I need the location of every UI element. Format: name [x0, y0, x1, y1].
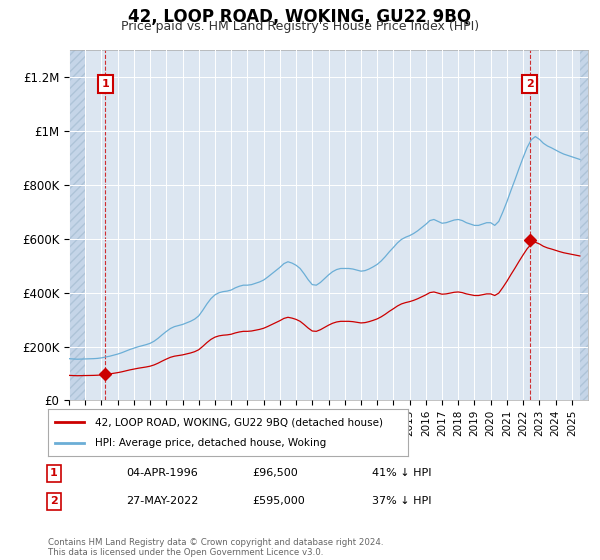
Text: 2: 2	[526, 79, 533, 89]
Text: 42, LOOP ROAD, WOKING, GU22 9BQ: 42, LOOP ROAD, WOKING, GU22 9BQ	[128, 8, 472, 26]
Text: 04-APR-1996: 04-APR-1996	[126, 468, 198, 478]
Text: 42, LOOP ROAD, WOKING, GU22 9BQ (detached house): 42, LOOP ROAD, WOKING, GU22 9BQ (detache…	[95, 417, 383, 427]
Text: 2: 2	[50, 496, 58, 506]
Text: £96,500: £96,500	[252, 468, 298, 478]
Text: £595,000: £595,000	[252, 496, 305, 506]
Text: 41% ↓ HPI: 41% ↓ HPI	[372, 468, 431, 478]
Bar	[69, 50, 85, 400]
Text: 27-MAY-2022: 27-MAY-2022	[126, 496, 199, 506]
Text: Price paid vs. HM Land Registry's House Price Index (HPI): Price paid vs. HM Land Registry's House …	[121, 20, 479, 32]
Bar	[580, 50, 588, 400]
Text: Contains HM Land Registry data © Crown copyright and database right 2024.
This d: Contains HM Land Registry data © Crown c…	[48, 538, 383, 557]
Text: HPI: Average price, detached house, Woking: HPI: Average price, detached house, Woki…	[95, 438, 326, 448]
Text: 1: 1	[101, 79, 109, 89]
Text: 1: 1	[50, 468, 58, 478]
Text: 37% ↓ HPI: 37% ↓ HPI	[372, 496, 431, 506]
